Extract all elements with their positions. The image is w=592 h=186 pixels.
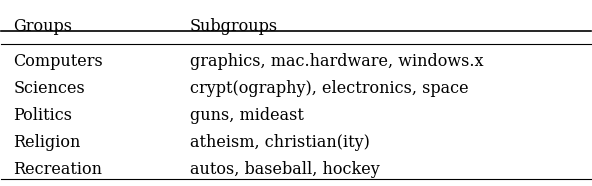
Text: Recreation: Recreation bbox=[13, 161, 102, 178]
Text: autos, baseball, hockey: autos, baseball, hockey bbox=[190, 161, 379, 178]
Text: atheism, christian(ity): atheism, christian(ity) bbox=[190, 134, 370, 151]
Text: Computers: Computers bbox=[13, 53, 103, 70]
Text: Subgroups: Subgroups bbox=[190, 18, 278, 35]
Text: Groups: Groups bbox=[13, 18, 72, 35]
Text: graphics, mac.hardware, windows.x: graphics, mac.hardware, windows.x bbox=[190, 53, 484, 70]
Text: Politics: Politics bbox=[13, 107, 72, 124]
Text: Sciences: Sciences bbox=[13, 80, 85, 97]
Text: Religion: Religion bbox=[13, 134, 81, 151]
Text: guns, mideast: guns, mideast bbox=[190, 107, 304, 124]
Text: crypt(ography), electronics, space: crypt(ography), electronics, space bbox=[190, 80, 468, 97]
